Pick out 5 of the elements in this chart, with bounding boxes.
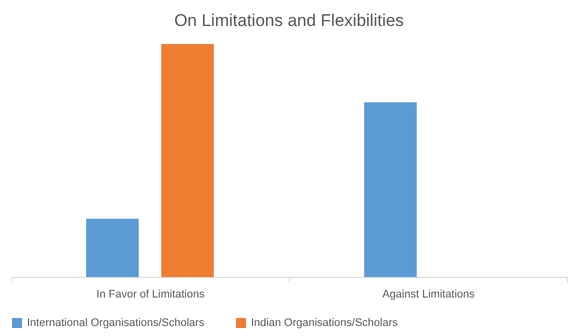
x-tick-label: Against Limitations — [382, 288, 476, 300]
legend-label: International Organisations/Scholars — [27, 317, 205, 329]
legend-label: Indian Organisations/Scholars — [251, 317, 398, 329]
x-tick-label: In Favor of Limitations — [96, 288, 206, 300]
chart-title: On Limitations and Flexibilities — [174, 11, 404, 30]
